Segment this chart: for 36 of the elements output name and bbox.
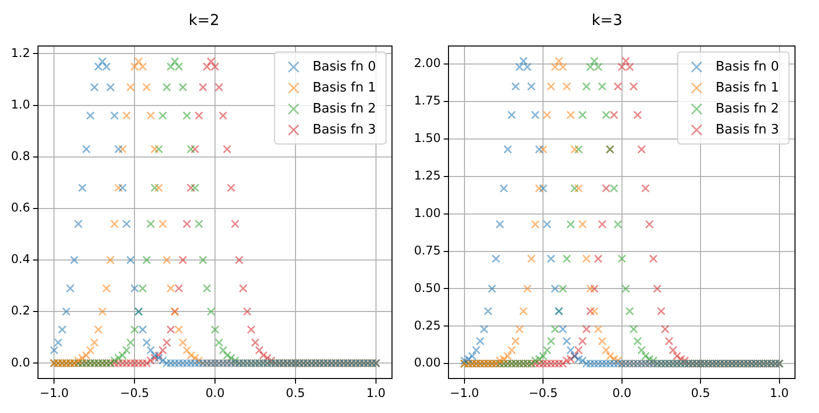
y-tick-label: 0.25 xyxy=(414,318,441,332)
x-tick-label: −1.0 xyxy=(450,386,480,400)
x-tick-label: −0.5 xyxy=(528,386,558,400)
x-tick-label: −1.0 xyxy=(40,386,69,400)
y-tick-label: 1.00 xyxy=(414,206,441,220)
legend-label: Basis fn 3 xyxy=(312,122,376,138)
y-tick-label: 0.0 xyxy=(10,355,30,370)
legend-label: Basis fn 0 xyxy=(716,59,780,74)
y-tick-label: 1.75 xyxy=(414,94,441,108)
y-tick-label: 0.00 xyxy=(414,356,441,370)
chart-title: k=2 xyxy=(188,10,220,29)
chart-title: k=3 xyxy=(592,10,622,29)
x-tick-label: 0.5 xyxy=(691,386,710,400)
y-tick-label: 2.00 xyxy=(414,56,441,70)
legend-label: Basis fn 3 xyxy=(716,122,780,138)
y-tick-label: 1.0 xyxy=(10,97,30,112)
x-tick-label: −0.5 xyxy=(120,386,150,400)
x-tick-label: 0.5 xyxy=(286,386,306,400)
legend-label: Basis fn 2 xyxy=(312,101,376,116)
y-tick-label: 0.75 xyxy=(414,243,441,258)
y-tick-label: 0.8 xyxy=(10,148,30,163)
x-tick-label: 1.0 xyxy=(366,386,386,400)
legend-label: Basis fn 2 xyxy=(716,101,780,116)
y-tick-label: 1.50 xyxy=(414,131,441,146)
y-tick-label: 1.2 xyxy=(10,46,30,60)
y-tick-label: 0.6 xyxy=(10,200,30,215)
y-tick-label: 0.50 xyxy=(414,280,441,295)
y-tick-label: 0.4 xyxy=(10,252,30,266)
legend-label: Basis fn 1 xyxy=(716,80,780,96)
x-tick-label: 0.0 xyxy=(612,386,632,400)
y-tick-label: 0.2 xyxy=(10,304,30,318)
x-tick-label: 0.0 xyxy=(205,386,225,400)
legend-label: Basis fn 1 xyxy=(312,80,376,96)
legend-label: Basis fn 0 xyxy=(312,59,376,74)
x-tick-label: 1.0 xyxy=(770,386,789,400)
y-tick-label: 1.25 xyxy=(414,168,441,182)
